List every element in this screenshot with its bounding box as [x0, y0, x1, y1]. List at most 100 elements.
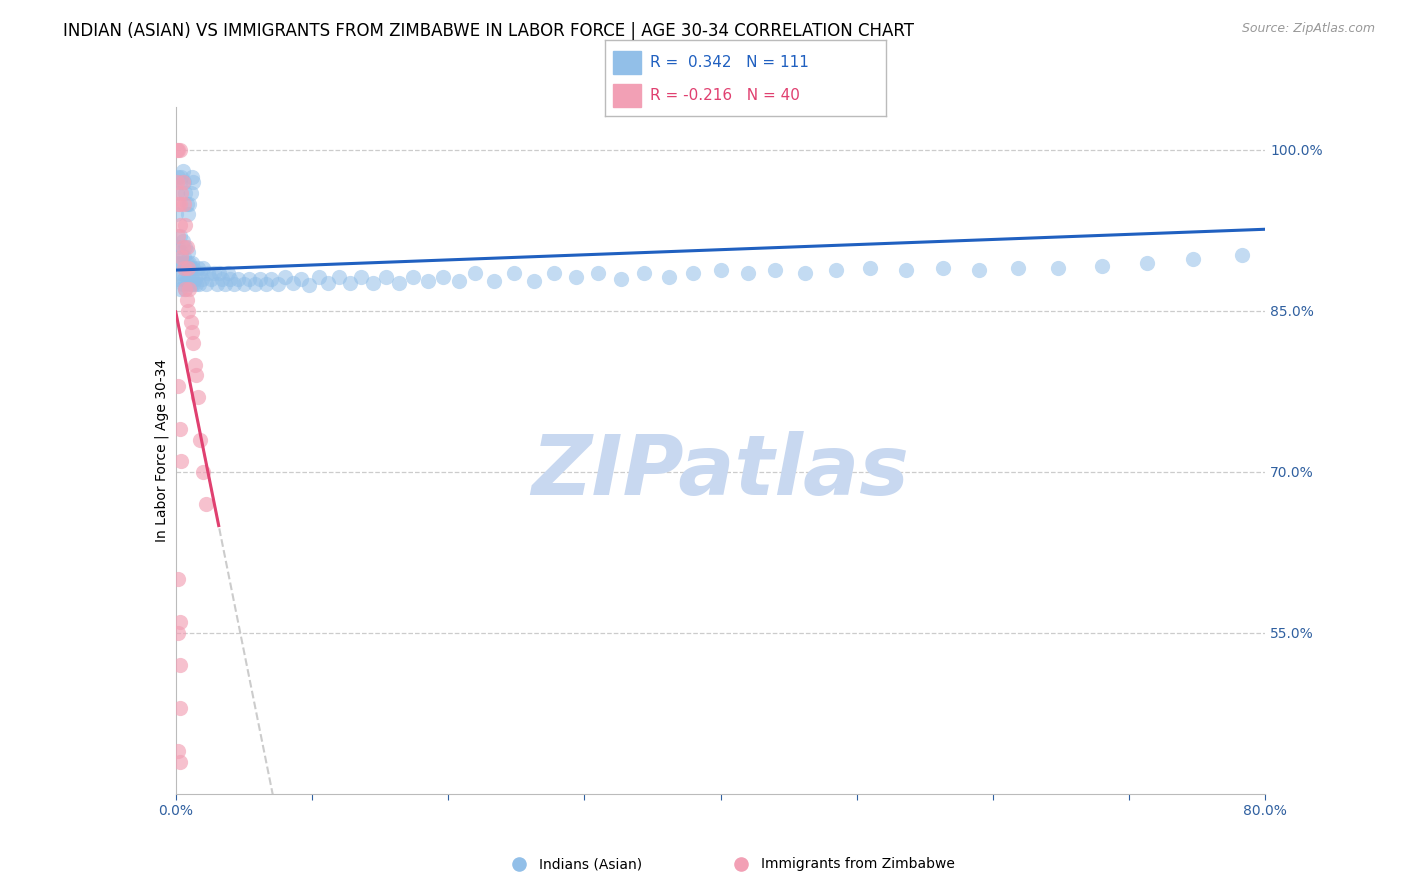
Point: [633, 266, 655, 280]
Point: [183, 260, 205, 275]
Point: [177, 260, 200, 275]
Point: [173, 196, 195, 211]
Point: [374, 269, 396, 284]
Point: [183, 336, 205, 351]
Point: [174, 283, 197, 297]
Point: [931, 260, 953, 275]
Point: [167, 228, 190, 243]
Point: [181, 271, 204, 285]
Point: [194, 277, 217, 292]
Point: [217, 266, 239, 280]
Point: [388, 276, 411, 290]
Point: [402, 269, 425, 284]
Point: [166, 175, 188, 189]
Point: [169, 228, 191, 243]
Point: [682, 266, 704, 280]
Point: [290, 271, 312, 285]
Point: [224, 277, 246, 292]
Point: [176, 255, 198, 269]
Point: [166, 255, 188, 269]
Point: [219, 271, 242, 285]
Text: Source: ZipAtlas.com: Source: ZipAtlas.com: [1241, 22, 1375, 36]
Point: [179, 255, 201, 269]
Point: [177, 304, 200, 318]
Point: [232, 277, 254, 292]
Point: [172, 234, 194, 248]
Point: [308, 269, 330, 284]
Point: [167, 744, 190, 758]
Point: [188, 433, 211, 447]
Point: [176, 239, 198, 253]
Point: [205, 277, 228, 292]
Point: [1047, 260, 1070, 275]
Point: [254, 277, 277, 292]
Point: [180, 277, 202, 292]
Point: [737, 266, 759, 280]
Point: [260, 271, 283, 285]
Point: [169, 615, 191, 630]
Point: [825, 263, 848, 277]
Point: [184, 358, 207, 372]
Point: [174, 283, 197, 297]
Point: [167, 143, 190, 157]
Point: [165, 207, 187, 221]
Point: [181, 255, 204, 269]
Point: [298, 278, 321, 293]
Point: [191, 465, 214, 479]
Point: [167, 379, 190, 393]
Point: [586, 266, 609, 280]
Point: [173, 271, 195, 285]
Point: [177, 207, 200, 221]
Point: [167, 572, 190, 586]
Point: [274, 269, 297, 284]
Point: [180, 315, 202, 329]
Point: [200, 271, 222, 285]
Point: [328, 269, 350, 284]
Point: [1182, 252, 1205, 267]
Text: Indians (Asian): Indians (Asian): [538, 857, 643, 871]
Point: [197, 266, 219, 280]
Point: [350, 269, 373, 284]
Point: [169, 143, 191, 157]
Point: [228, 271, 250, 285]
Point: [169, 701, 191, 715]
Point: [191, 260, 214, 275]
Point: [183, 175, 205, 189]
Point: [169, 175, 191, 189]
Point: [167, 239, 190, 253]
Point: [173, 250, 195, 264]
Point: [190, 271, 212, 285]
Point: [172, 255, 194, 269]
Point: [169, 255, 191, 269]
Text: R =  0.342   N = 111: R = 0.342 N = 111: [650, 54, 808, 70]
Point: [214, 277, 236, 292]
Point: [169, 218, 191, 232]
Point: [170, 250, 193, 264]
Point: [177, 260, 200, 275]
Point: [170, 266, 193, 280]
Point: [1091, 259, 1114, 273]
Point: [243, 277, 266, 292]
Point: [610, 271, 633, 285]
Text: Immigrants from Zimbabwe: Immigrants from Zimbabwe: [762, 857, 955, 871]
Point: [172, 239, 194, 253]
Point: [169, 196, 191, 211]
Point: [730, 857, 752, 871]
Point: [176, 293, 198, 308]
Point: [1136, 255, 1159, 269]
Point: [502, 266, 524, 280]
Point: [174, 186, 197, 200]
Point: [181, 326, 204, 340]
Point: [187, 277, 209, 292]
Point: [170, 454, 193, 468]
Point: [794, 266, 817, 280]
Text: ZIPatlas: ZIPatlas: [531, 431, 910, 512]
Point: [184, 271, 207, 285]
Point: [166, 186, 188, 200]
Point: [172, 175, 194, 189]
Point: [170, 169, 193, 184]
Point: [180, 186, 202, 200]
Point: [174, 239, 197, 253]
Point: [464, 266, 486, 280]
Point: [167, 626, 190, 640]
